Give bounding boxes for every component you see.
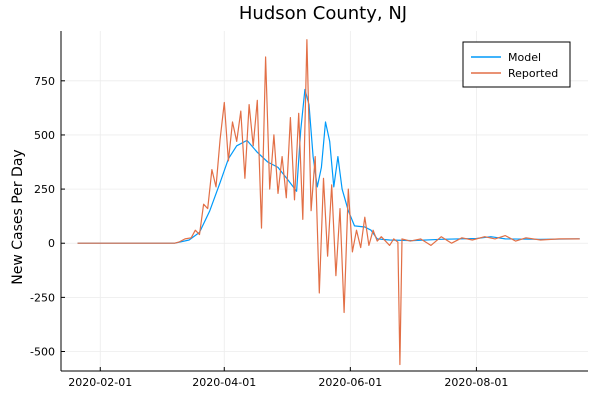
y-tick-label: 250 xyxy=(34,183,55,196)
y-tick-label: -250 xyxy=(30,291,55,304)
y-tick-label: 500 xyxy=(34,129,55,142)
chart-title: Hudson County, NJ xyxy=(239,3,407,24)
y-tick-label: 0 xyxy=(48,237,55,250)
axes: 2020-02-01 2020-04-01 2020-06-01 2020-08-01… xyxy=(30,31,588,389)
y-tick-label: 750 xyxy=(34,75,55,88)
legend: Model Reported xyxy=(462,41,571,88)
legend-label-model: Model xyxy=(508,51,541,64)
y-tick-label: -500 xyxy=(30,346,55,359)
legend-box xyxy=(462,41,571,88)
x-tick-label: 2020-02-01 xyxy=(68,376,132,389)
x-tick-label: 2020-04-01 xyxy=(192,376,256,389)
x-tick-label: 2020-06-01 xyxy=(318,376,382,389)
series-line-reported xyxy=(77,39,580,366)
series-line-model xyxy=(77,88,580,244)
plot-series xyxy=(77,39,580,366)
legend-label-reported: Reported xyxy=(508,67,558,80)
x-tick-label: 2020-08-01 xyxy=(444,376,508,389)
y-axis-label: New Cases Per Day xyxy=(10,149,26,284)
